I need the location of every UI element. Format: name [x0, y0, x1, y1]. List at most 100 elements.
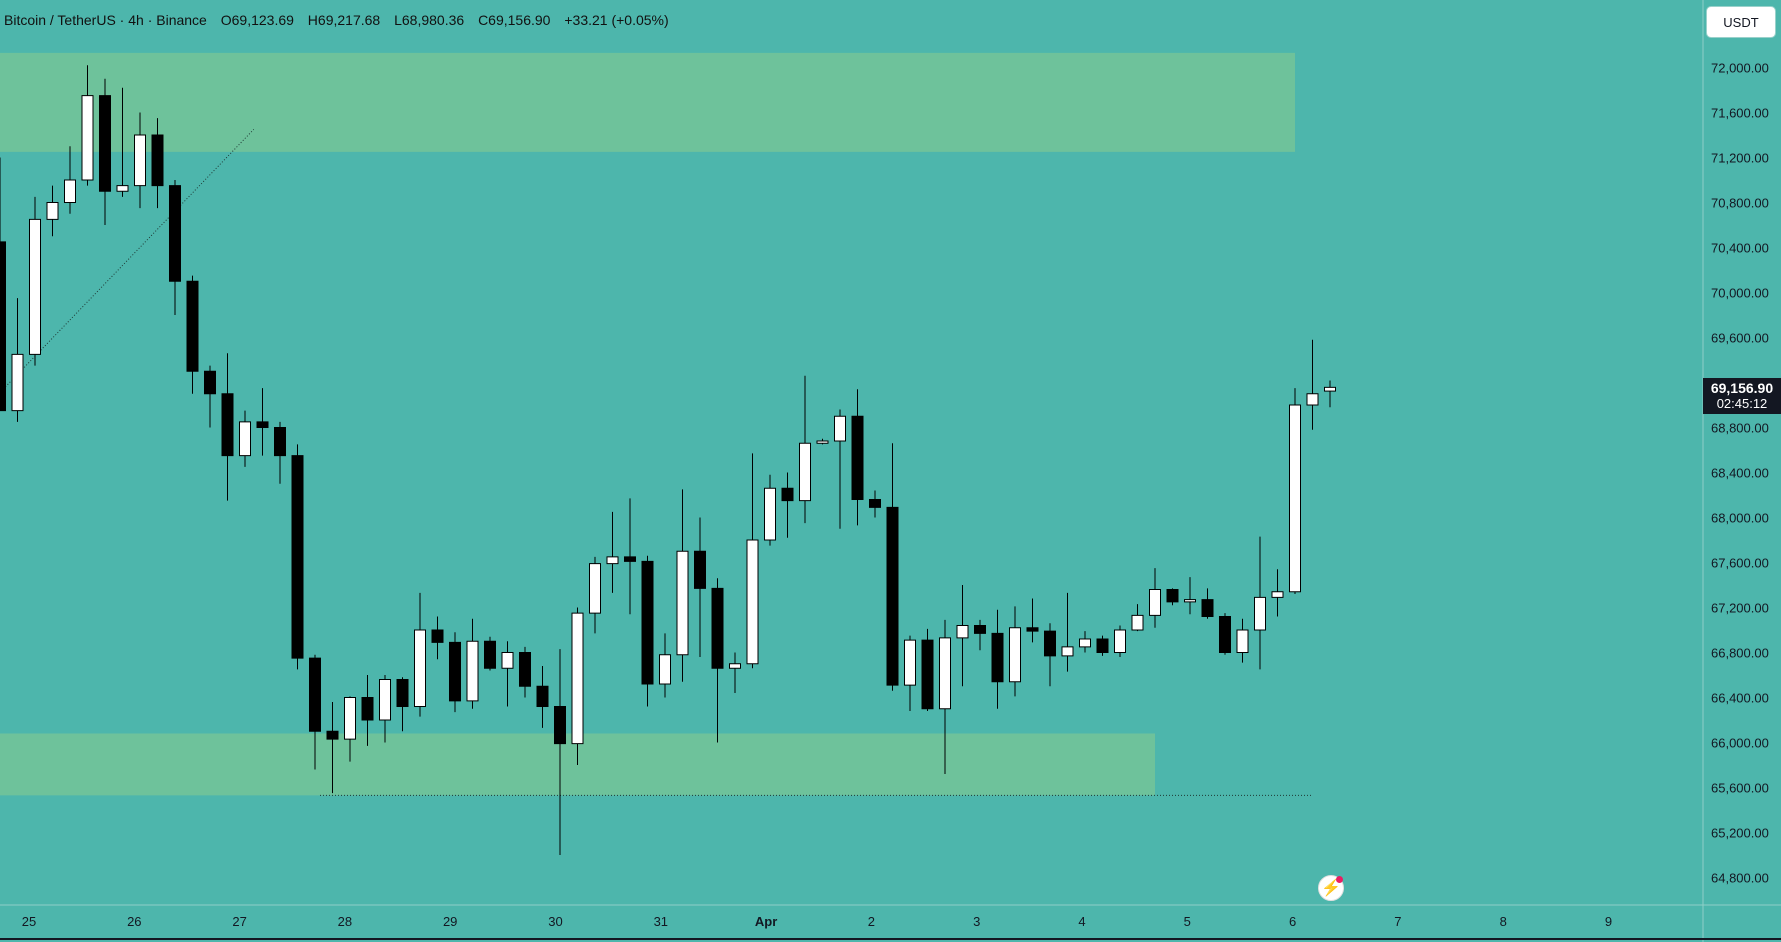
candle[interactable]	[1079, 631, 1091, 653]
candle-body	[274, 427, 286, 457]
candle[interactable]	[1131, 604, 1144, 632]
candle[interactable]	[991, 609, 1004, 709]
candle[interactable]	[641, 555, 654, 707]
currency-button[interactable]: USDT	[1706, 6, 1776, 38]
trend-line[interactable]	[0, 129, 255, 410]
candle[interactable]	[781, 472, 794, 538]
candle[interactable]	[256, 388, 269, 456]
candle[interactable]	[274, 421, 286, 484]
candle[interactable]	[554, 649, 566, 855]
candle[interactable]	[1061, 592, 1074, 672]
candle[interactable]	[501, 641, 514, 707]
candle-body	[799, 442, 811, 502]
candle[interactable]	[1254, 536, 1266, 670]
candle[interactable]	[1271, 569, 1284, 617]
candle[interactable]	[834, 409, 846, 529]
candle[interactable]	[869, 490, 881, 518]
y-tick-label: 66,400.00	[1711, 691, 1769, 706]
candle[interactable]	[729, 652, 741, 694]
candle-body	[501, 652, 514, 669]
candle[interactable]	[536, 666, 549, 728]
candle[interactable]	[46, 185, 59, 237]
candle[interactable]	[431, 616, 444, 660]
candle[interactable]	[169, 180, 181, 315]
candle[interactable]	[851, 389, 864, 526]
candle[interactable]	[239, 410, 251, 467]
candle[interactable]	[186, 275, 199, 394]
candle[interactable]	[1026, 598, 1039, 643]
candle[interactable]	[361, 675, 374, 746]
y-ticks[interactable]: 72,000.00 71,600.00 71,200.00 70,800.00 70,4…	[1711, 61, 1769, 886]
candle[interactable]	[1009, 606, 1021, 697]
candle[interactable]	[449, 632, 461, 713]
y-tick-label: 68,800.00	[1711, 421, 1769, 436]
candle[interactable]	[309, 654, 321, 770]
candle[interactable]	[816, 438, 829, 445]
candle[interactable]	[676, 489, 689, 682]
candle[interactable]	[1289, 388, 1301, 594]
candle[interactable]	[1306, 339, 1319, 430]
candle[interactable]	[466, 618, 479, 709]
y-tick-label: 67,600.00	[1711, 556, 1769, 571]
candle[interactable]	[1184, 577, 1196, 615]
zone-0[interactable]	[0, 52, 1295, 152]
candle-body	[431, 629, 444, 643]
candle[interactable]	[694, 517, 706, 658]
candle[interactable]	[1044, 623, 1056, 687]
candle[interactable]	[1201, 588, 1214, 619]
lightning-icon[interactable]: ⚡	[1318, 875, 1344, 901]
candle[interactable]	[589, 556, 601, 634]
candle[interactable]	[711, 578, 724, 743]
candle[interactable]	[886, 443, 899, 691]
symbol-title[interactable]: Bitcoin / TetherUS · 4h · Binance	[4, 12, 207, 28]
candle-body	[239, 421, 251, 457]
candle[interactable]	[1236, 618, 1249, 663]
candle[interactable]	[0, 157, 6, 412]
candle[interactable]	[519, 646, 531, 698]
candle[interactable]	[624, 498, 636, 615]
candle[interactable]	[221, 353, 234, 501]
candle[interactable]	[1114, 625, 1126, 658]
candle[interactable]	[414, 592, 426, 717]
candle[interactable]	[1096, 635, 1109, 656]
candle-body	[256, 421, 269, 428]
candle[interactable]	[746, 453, 759, 669]
candle[interactable]	[939, 619, 951, 774]
candle[interactable]	[379, 675, 391, 743]
candle-body	[29, 218, 41, 355]
candle[interactable]	[904, 635, 916, 711]
y-tick-label: 71,600.00	[1711, 106, 1769, 121]
candle[interactable]	[974, 619, 986, 651]
candle[interactable]	[396, 677, 409, 732]
candle[interactable]	[344, 696, 356, 762]
candle[interactable]	[151, 118, 164, 209]
candle[interactable]	[204, 365, 216, 428]
candle[interactable]	[134, 112, 146, 209]
candle[interactable]	[1324, 380, 1336, 408]
candle[interactable]	[29, 196, 41, 366]
candle[interactable]	[1219, 613, 1231, 655]
candle[interactable]	[64, 146, 76, 214]
candles-layer	[0, 65, 1336, 855]
candle[interactable]	[81, 65, 94, 186]
candle-body	[466, 640, 479, 702]
candle[interactable]	[799, 375, 811, 524]
candle[interactable]	[116, 87, 129, 197]
x-ticks[interactable]: 25 26 27 28 29 30 31 Apr 2 3 4 5 6 7 8 9	[22, 914, 1612, 929]
candle[interactable]	[1149, 568, 1161, 628]
candle-body	[1114, 629, 1126, 653]
candle[interactable]	[606, 511, 619, 593]
candle[interactable]	[921, 628, 934, 711]
candle-body	[974, 625, 986, 634]
candle[interactable]	[571, 607, 584, 766]
candle[interactable]	[99, 78, 111, 225]
candle[interactable]	[11, 298, 24, 422]
candle[interactable]	[291, 444, 304, 670]
candle[interactable]	[1166, 588, 1179, 606]
candle[interactable]	[764, 474, 776, 546]
candle[interactable]	[956, 585, 969, 687]
candle[interactable]	[659, 633, 671, 698]
candle[interactable]	[326, 702, 339, 794]
candle[interactable]	[484, 636, 496, 671]
